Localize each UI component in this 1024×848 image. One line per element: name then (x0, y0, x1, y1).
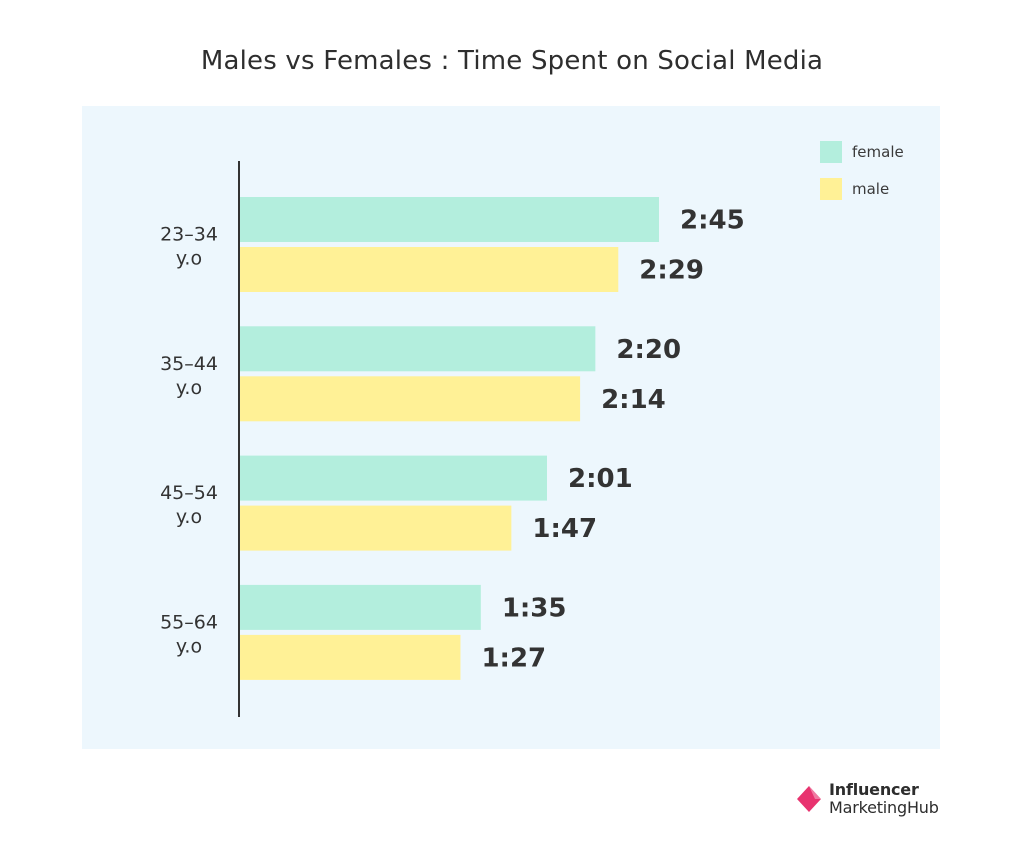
bar-male-3 (239, 634, 461, 680)
bar-female-2 (239, 455, 547, 501)
bar-male-2 (239, 505, 512, 551)
bar-female-3 (239, 584, 481, 630)
category-label-2-line-0: 45–54 (160, 482, 218, 504)
bar-female-0 (239, 197, 659, 242)
legend: female male (820, 140, 904, 214)
bar-female-1 (239, 326, 596, 372)
data-label-male-3: 1:27 (481, 643, 546, 673)
bar-male-1 (239, 376, 581, 422)
data-label-female-0: 2:45 (680, 206, 745, 236)
category-label-1-line-1: y.o (176, 377, 202, 399)
data-label-female-1: 2:20 (616, 335, 681, 365)
legend-item-female: female (820, 140, 904, 164)
chart-title: Males vs Females : Time Spent on Social … (200, 46, 824, 76)
legend-swatch-female (820, 141, 842, 163)
category-label-0-line-1: y.o (176, 248, 202, 270)
legend-swatch-male (820, 178, 842, 200)
data-label-male-1: 2:14 (601, 385, 666, 415)
category-label-1-line-0: 35–44 (160, 353, 218, 375)
bar-male-0 (239, 247, 619, 292)
legend-item-male: male (820, 177, 904, 201)
data-label-female-3: 1:35 (502, 593, 567, 623)
brand-logo: Influencer MarketingHub (795, 781, 939, 817)
influencer-marketinghub-logo-icon (797, 786, 821, 812)
legend-label-male: male (852, 180, 890, 198)
data-label-male-0: 2:29 (639, 256, 704, 286)
legend-label-female: female (852, 143, 904, 161)
brand-name-line1: Influencer (829, 780, 919, 799)
data-label-male-2: 1:47 (532, 514, 597, 544)
category-label-0-line-0: 23–34 (160, 224, 218, 246)
category-label-3-line-0: 55–64 (160, 611, 218, 633)
brand-name-line2: MarketingHub (829, 798, 939, 817)
category-label-2-line-1: y.o (176, 506, 202, 528)
category-label-3-line-1: y.o (176, 635, 202, 657)
data-label-female-2: 2:01 (568, 464, 633, 494)
